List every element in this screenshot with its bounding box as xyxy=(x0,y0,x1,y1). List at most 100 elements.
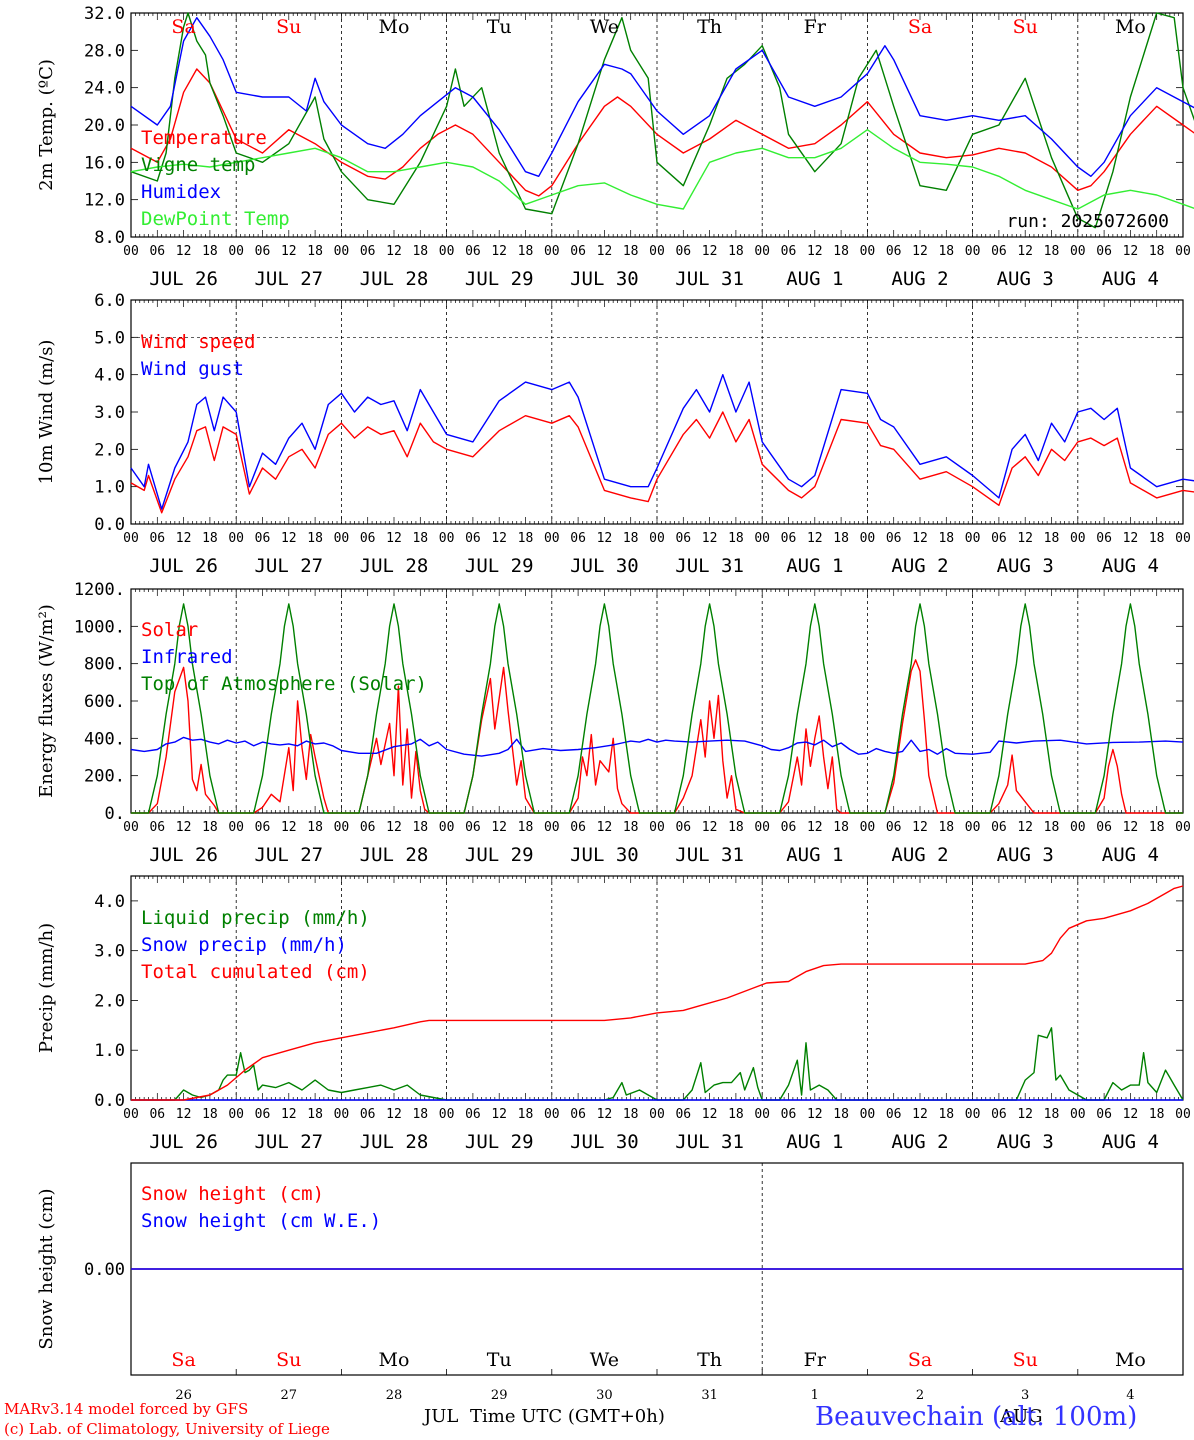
hour-label: 06 xyxy=(1096,244,1112,259)
hour-label: 06 xyxy=(465,531,481,546)
day-label: JUL 30 xyxy=(570,1131,639,1153)
day-number-label: 3 xyxy=(1021,1388,1029,1403)
day-label: JUL 29 xyxy=(465,1131,534,1153)
chart-panel-3: 0. 200. 400. 600. 800. 1000. 1200. Energy fluxe… xyxy=(36,580,1191,866)
day-label: JUL 27 xyxy=(254,844,323,866)
y-tick-label: 16.0 xyxy=(84,153,125,173)
hour-label: 18 xyxy=(1044,820,1060,835)
plot-frame xyxy=(130,12,1184,238)
hour-label: 18 xyxy=(518,820,534,835)
hour-label: 12 xyxy=(386,531,402,546)
hour-label: 18 xyxy=(518,1107,534,1122)
x-axis-title: Time UTC (GMT+0h) xyxy=(470,1406,665,1427)
hour-label: 06 xyxy=(1096,820,1112,835)
day-label: JUL 31 xyxy=(675,268,744,290)
hour-label: 18 xyxy=(728,244,744,259)
weekday-label: We xyxy=(590,1349,619,1371)
hour-label: 00 xyxy=(439,244,455,259)
hour-label: 18 xyxy=(623,1107,639,1122)
hour-label: 00 xyxy=(965,244,981,259)
weekday-label: Sa xyxy=(171,16,195,38)
day-label: JUL 30 xyxy=(570,555,639,577)
hour-label: 18 xyxy=(202,531,218,546)
day-number-label: 1 xyxy=(811,1388,819,1403)
y-tick-label: 600. xyxy=(84,692,125,712)
run-annotation: run: 2025072600 xyxy=(1006,211,1169,232)
hour-label: 06 xyxy=(570,1107,586,1122)
day-label: JUL 28 xyxy=(360,844,429,866)
y-tick-label: 1.0 xyxy=(94,1041,125,1061)
y-axis-label: 10m Wind (m/s) xyxy=(36,340,57,485)
hour-label: 06 xyxy=(255,244,271,259)
hour-label: 00 xyxy=(439,820,455,835)
hour-label: 12 xyxy=(176,244,192,259)
weekday-label: Sa xyxy=(908,16,932,38)
y-tick-label: 800. xyxy=(84,655,125,675)
y-tick-label: 6.0 xyxy=(94,291,125,311)
hour-label: 00 xyxy=(334,531,350,546)
hour-label: 06 xyxy=(149,1107,165,1122)
hour-label: 00 xyxy=(1070,244,1086,259)
weekday-label: Su xyxy=(1013,16,1038,38)
hour-label: 12 xyxy=(912,1107,928,1122)
legend-entry: Wind gust xyxy=(141,358,244,380)
hour-label: 00 xyxy=(544,244,560,259)
day-label: JUL 26 xyxy=(149,268,218,290)
hour-label: 06 xyxy=(360,820,376,835)
plot-frame xyxy=(130,588,1184,814)
hour-label: 06 xyxy=(149,820,165,835)
weekday-label: Sa xyxy=(171,1349,195,1371)
hour-label: 18 xyxy=(1149,1107,1165,1122)
hour-label: 06 xyxy=(781,531,797,546)
weekday-label: Mo xyxy=(1115,16,1146,38)
series-line xyxy=(130,411,1194,514)
hour-label: 12 xyxy=(386,1107,402,1122)
y-tick-label: 0.0 xyxy=(94,515,125,535)
plot-frame xyxy=(130,299,1184,525)
hour-label: 18 xyxy=(728,1107,744,1122)
y-axis-label: Energy fluxes (W/m²) xyxy=(36,604,57,798)
hour-label: 06 xyxy=(675,820,691,835)
y-tick-label: 0. xyxy=(105,804,125,824)
day-number-label: 26 xyxy=(175,1388,192,1403)
legend-entry: Vigne temp xyxy=(141,154,255,176)
y-tick-label: 12.0 xyxy=(84,191,125,211)
hour-label: 18 xyxy=(518,244,534,259)
hour-label: 00 xyxy=(649,1107,665,1122)
hour-label: 12 xyxy=(386,244,402,259)
day-label: JUL 27 xyxy=(254,268,323,290)
y-tick-label: 4.0 xyxy=(94,366,125,386)
hour-label: 06 xyxy=(255,1107,271,1122)
hour-label: 12 xyxy=(702,1107,718,1122)
hour-label: 18 xyxy=(518,531,534,546)
legend-entry: Snow height (cm) xyxy=(141,1183,324,1205)
hour-label: 00 xyxy=(334,1107,350,1122)
hour-label: 12 xyxy=(1123,244,1139,259)
day-label: JUL 26 xyxy=(149,1131,218,1153)
hour-label: 18 xyxy=(728,820,744,835)
hour-label: 00 xyxy=(649,820,665,835)
hour-label: 18 xyxy=(307,244,323,259)
hour-label: 06 xyxy=(991,531,1007,546)
day-label: AUG 1 xyxy=(786,1131,843,1153)
hour-label: 12 xyxy=(281,531,297,546)
hour-label: 12 xyxy=(597,244,613,259)
hour-label: 06 xyxy=(991,1107,1007,1122)
y-tick-label: 4.0 xyxy=(94,892,125,912)
hour-label: 12 xyxy=(1017,531,1033,546)
day-label: JUL 26 xyxy=(149,844,218,866)
y-tick-label: 1000. xyxy=(74,617,125,637)
hour-label: 18 xyxy=(833,244,849,259)
hour-label: 00 xyxy=(123,531,139,546)
hour-label: 06 xyxy=(781,1107,797,1122)
weekday-label: Th xyxy=(697,1349,722,1371)
hour-label: 06 xyxy=(149,531,165,546)
legend-entry: Liquid precip (mm/h) xyxy=(141,907,370,929)
day-label: AUG 3 xyxy=(997,844,1054,866)
day-number-label: 4 xyxy=(1126,1388,1134,1403)
hour-label: 12 xyxy=(491,531,507,546)
day-label: JUL 29 xyxy=(465,268,534,290)
hour-label: 00 xyxy=(228,244,244,259)
legend-entry: Solar xyxy=(141,619,198,641)
day-number-label: 2 xyxy=(916,1388,924,1403)
